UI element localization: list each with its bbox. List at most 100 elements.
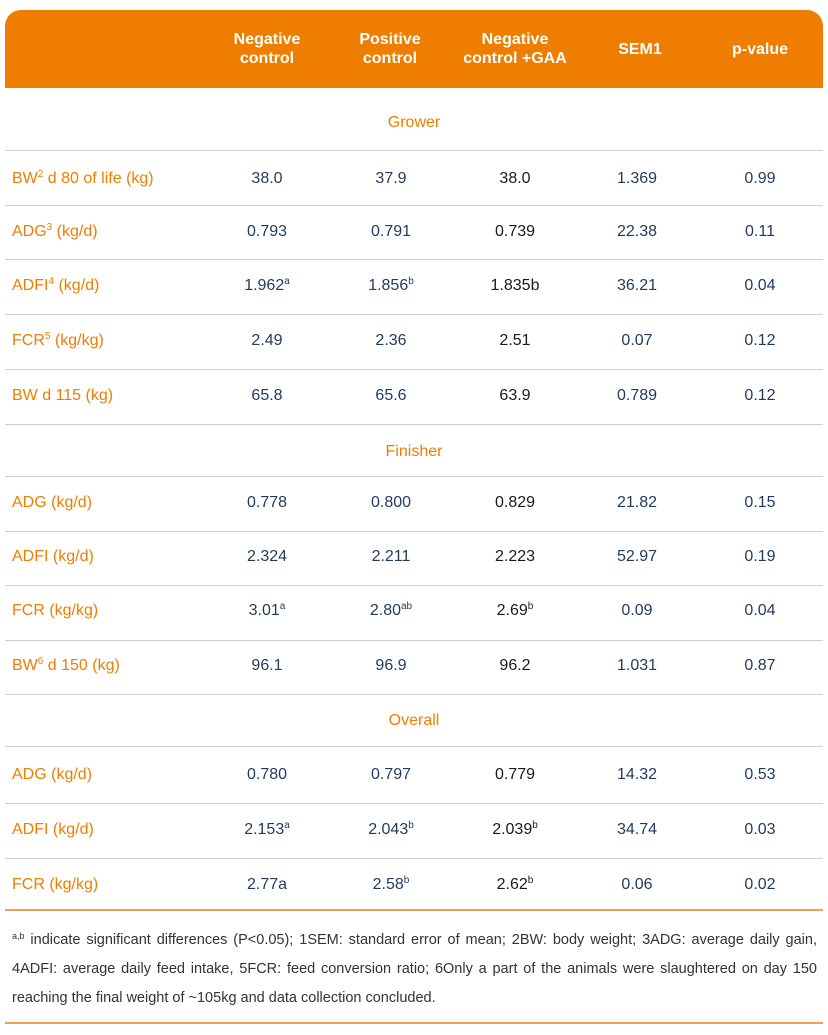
footnote-text: indicate significant differences (P<0.05… [12, 932, 817, 1006]
cell-value: 2.153 [244, 821, 285, 838]
cell-sup: a [284, 820, 290, 831]
cell-v3: 0.779 [455, 766, 575, 784]
cell-value: 0.02 [744, 876, 776, 893]
footnote-sup: a,b [12, 931, 25, 941]
cell-v1: 38.0 [207, 170, 327, 188]
cell-sem: 34.74 [577, 821, 697, 839]
cell-value: 0.07 [621, 332, 653, 349]
cell-v3: 2.51 [455, 332, 575, 350]
cell-p: 0.53 [700, 766, 820, 784]
cell-v2: 0.791 [331, 223, 451, 241]
section-title: Overall [388, 712, 440, 729]
cell-p: 0.12 [700, 387, 820, 405]
cell-v1: 3.01a [207, 602, 327, 620]
row-label-sup: 3 [46, 222, 53, 233]
row-divider [5, 585, 823, 586]
cell-sem: 21.82 [577, 494, 697, 512]
row-label: ADFI (kg/d) [12, 548, 94, 566]
cell-v3: 0.829 [455, 494, 575, 512]
cell-value: 96.1 [251, 657, 283, 674]
row-label-text: ADFI (kg/d) [12, 821, 94, 838]
cell-value: 38.0 [499, 170, 531, 187]
cell-value: 0.87 [744, 657, 776, 674]
cell-value: 1.835b [490, 277, 540, 294]
cell-sem: 0.09 [577, 602, 697, 620]
cell-v1: 96.1 [207, 657, 327, 675]
row-label-text: FCR [12, 332, 45, 349]
cell-value: 65.6 [375, 387, 407, 404]
cell-v3: 2.039b [455, 821, 575, 839]
cell-p: 0.04 [700, 602, 820, 620]
cell-v2: 2.211 [331, 548, 451, 566]
cell-p: 0.19 [700, 548, 820, 566]
cell-value: 0.11 [745, 223, 775, 240]
cell-value: 0.04 [744, 602, 776, 619]
row-divider [5, 259, 823, 260]
cell-sup: b [527, 875, 534, 886]
row-label: ADFI4 (kg/d) [12, 277, 99, 295]
cell-value: 1.856 [368, 277, 409, 294]
cell-sem: 0.07 [577, 332, 697, 350]
header-negative-control-gaa: Negative control +GAA [463, 31, 567, 67]
cell-value: 2.043 [368, 821, 409, 838]
row-label-text: BW [12, 170, 38, 187]
row-label: ADG3 (kg/d) [12, 223, 98, 241]
cell-value: 36.21 [616, 277, 658, 294]
cell-p: 0.99 [700, 170, 820, 188]
cell-v2: 37.9 [331, 170, 451, 188]
cell-value: 2.62 [496, 876, 528, 893]
cell-value: 3.01 [248, 602, 280, 619]
cell-value: 0.53 [744, 766, 776, 783]
cell-value: 0.04 [744, 277, 776, 294]
cell-v1: 2.49 [207, 332, 327, 350]
cell-value: 2.69 [496, 602, 528, 619]
cell-p: 0.87 [700, 657, 820, 675]
cell-value: 0.797 [370, 766, 412, 783]
section-title: Grower [387, 114, 441, 131]
cell-value: 0.15 [744, 494, 776, 511]
cell-v1: 2.77a [207, 876, 327, 894]
cell-v2: 2.58b [331, 876, 451, 894]
row-label-rest: (kg/kg) [50, 332, 104, 349]
cell-value: 1.962 [244, 277, 285, 294]
row-label: BW d 115 (kg) [12, 387, 113, 405]
cell-value: 21.82 [616, 494, 658, 511]
cell-value: 0.12 [744, 387, 776, 404]
cell-value: 96.2 [499, 657, 531, 674]
cell-v3: 2.62b [455, 876, 575, 894]
row-label-text: ADFI [12, 277, 49, 294]
row-divider [5, 858, 823, 859]
cell-sup: b [408, 820, 414, 831]
cell-value: 2.039 [492, 821, 533, 838]
cell-sem: 14.32 [577, 766, 697, 784]
cell-value: 2.77a [246, 876, 288, 893]
cell-v3: 2.223 [455, 548, 575, 566]
cell-value: 0.778 [246, 494, 288, 511]
cell-p: 0.03 [700, 821, 820, 839]
cell-value: 2.36 [375, 332, 407, 349]
cell-v1: 65.8 [207, 387, 327, 405]
cell-value: 65.8 [251, 387, 283, 404]
section-bottom-divider [5, 424, 823, 425]
row-label: FCR (kg/kg) [12, 602, 98, 620]
row-label-text: ADFI (kg/d) [12, 548, 94, 565]
cell-value: 0.791 [370, 223, 412, 240]
cell-v2: 2.043b [331, 821, 451, 839]
header-p-value: p-value [731, 40, 788, 58]
row-label-sup: 6 [37, 656, 44, 667]
row-label-sup: 2 [37, 169, 44, 180]
cell-value: 0.800 [370, 494, 412, 511]
cell-value: 0.09 [621, 602, 653, 619]
cell-p: 0.12 [700, 332, 820, 350]
cell-sup: b [527, 601, 534, 612]
row-divider [5, 205, 823, 206]
row-label-text: ADG (kg/d) [12, 766, 93, 783]
cell-p: 0.15 [700, 494, 820, 512]
row-label: BW2 d 80 of life (kg) [12, 170, 154, 188]
cell-v1: 0.793 [207, 223, 327, 241]
row-label: BW6 d 150 (kg) [12, 657, 120, 675]
cell-v2: 0.800 [331, 494, 451, 512]
footnote-divider [5, 909, 823, 911]
cell-value: 52.97 [616, 548, 658, 565]
row-label: FCR5 (kg/kg) [12, 332, 104, 350]
